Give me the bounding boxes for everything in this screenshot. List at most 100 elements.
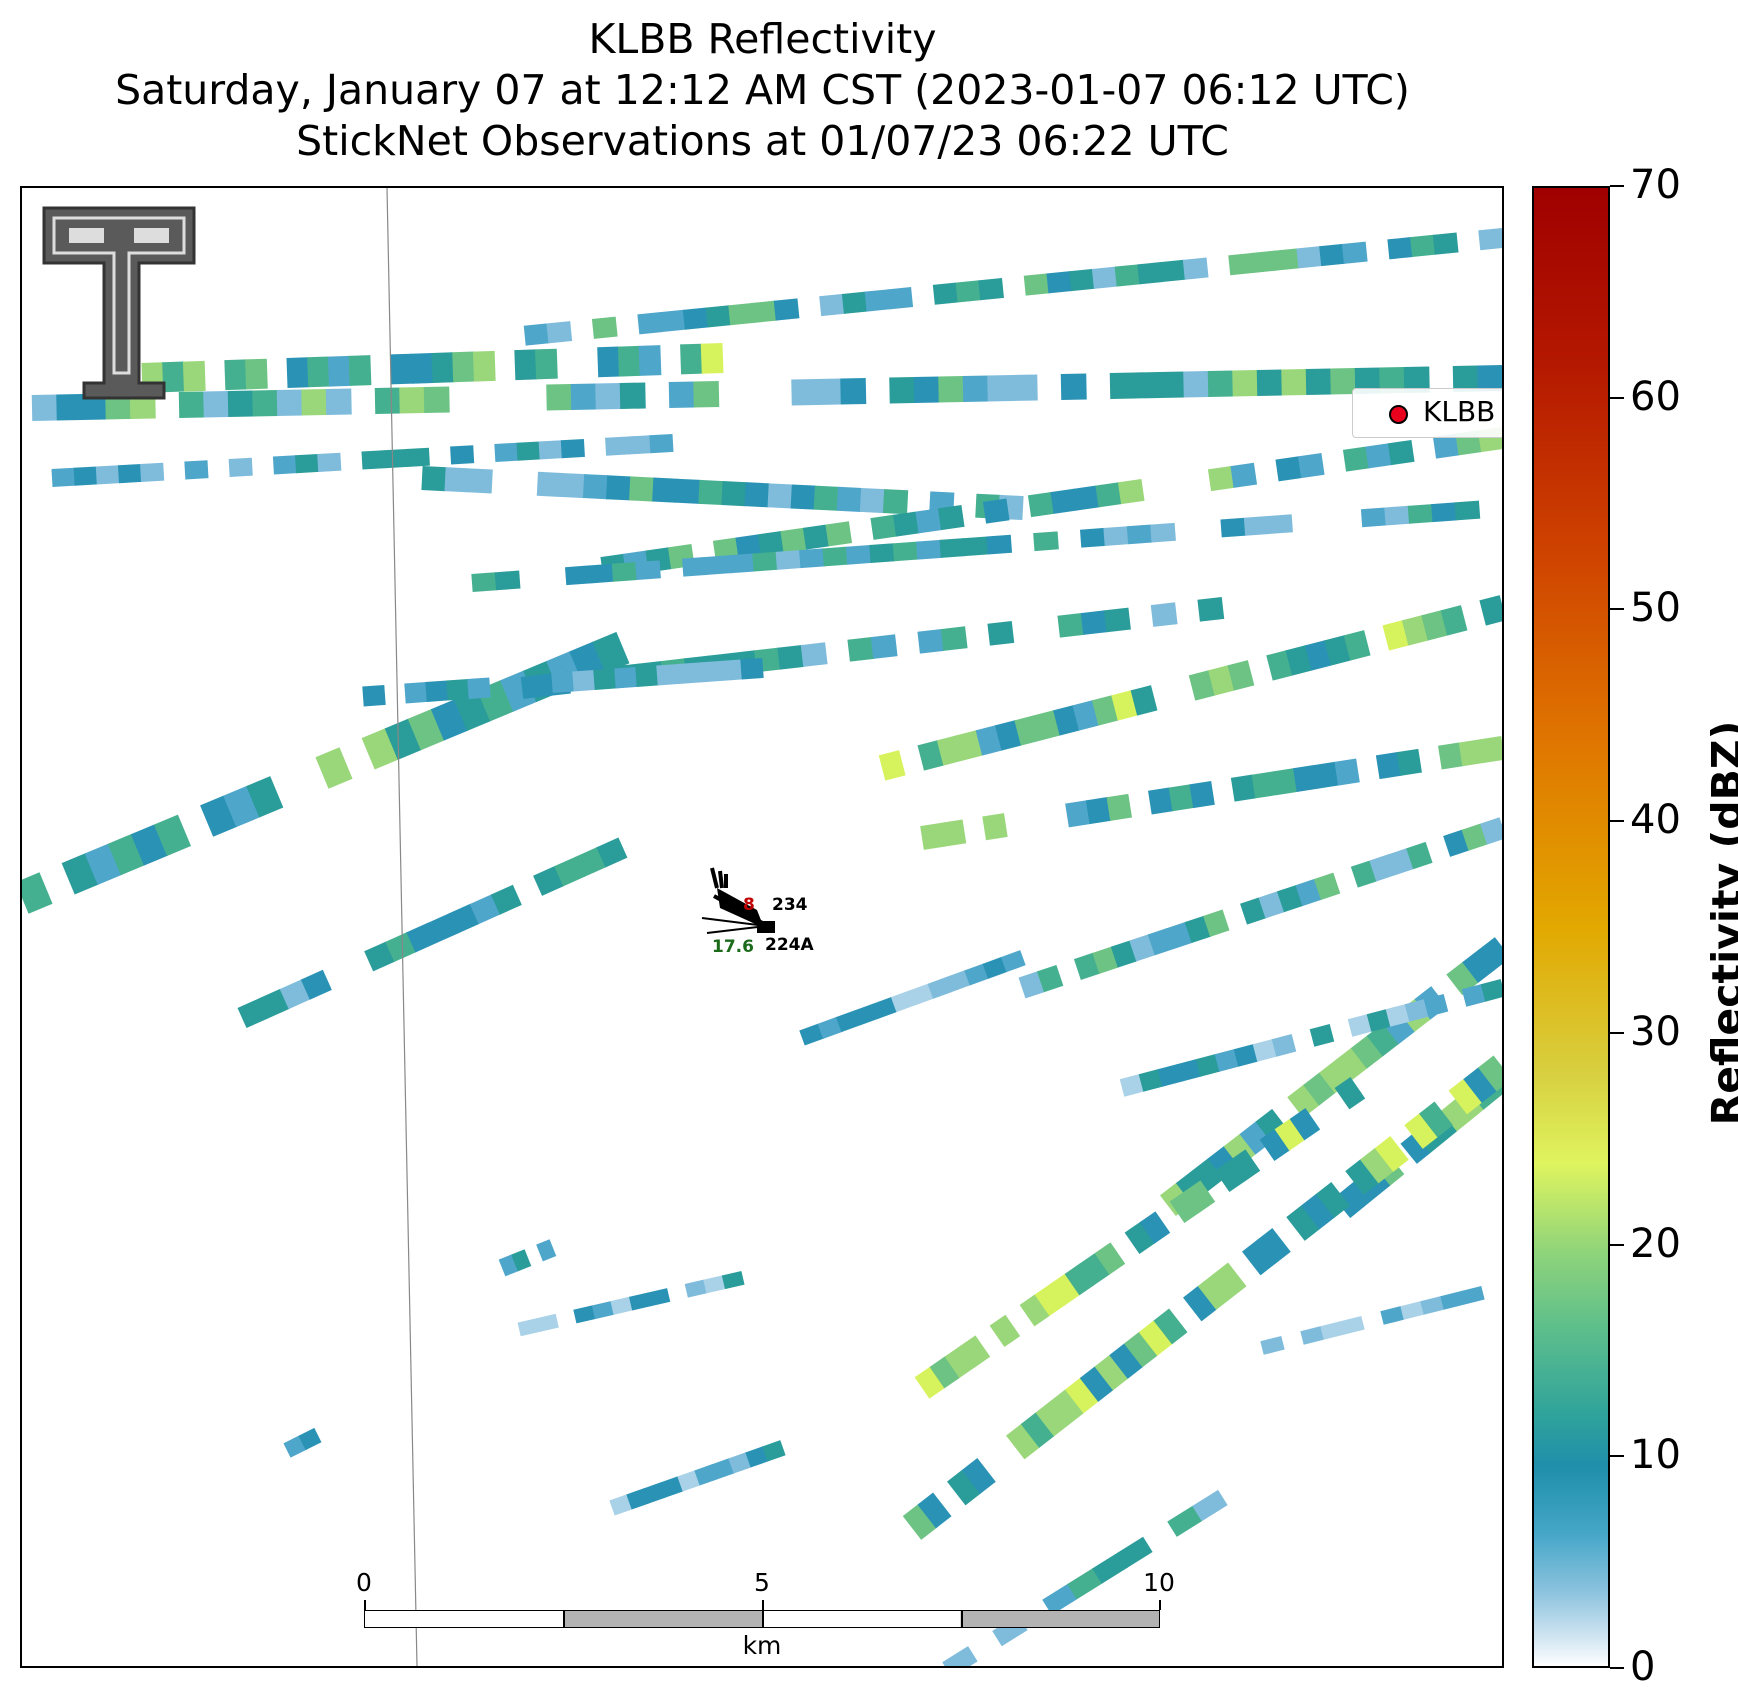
reflectivity-cell — [609, 1494, 633, 1516]
reflectivity-cell — [790, 484, 816, 510]
colorbar-tick-label: 30 — [1630, 1008, 1681, 1055]
reflectivity-cell — [564, 565, 591, 586]
legend-label: KLBB — [1423, 395, 1496, 428]
reflectivity-cell — [520, 674, 548, 699]
reflectivity-cell — [870, 514, 898, 540]
reflectivity-cell — [1365, 443, 1393, 469]
reflectivity-cell — [1137, 262, 1164, 285]
reflectivity-cell — [864, 289, 891, 312]
reflectivity-cell — [1019, 1294, 1051, 1327]
reflectivity-cell — [1252, 1039, 1278, 1062]
reflectivity-cell — [295, 453, 320, 474]
reflectivity-cell — [1214, 1049, 1240, 1072]
reflectivity-cell — [694, 1464, 718, 1486]
reflectivity-cell — [1117, 478, 1145, 505]
reflectivity-cell — [315, 747, 353, 789]
reflectivity-cell — [1404, 999, 1430, 1022]
reflectivity-cell — [446, 678, 470, 701]
reflectivity-cell — [626, 1488, 650, 1510]
radar-map[interactable]: 8 234 17.6 224A KLBB 0 5 10 km — [20, 186, 1504, 1668]
reflectivity-cell — [962, 536, 989, 557]
reflectivity-cell — [327, 355, 351, 387]
reflectivity-cell — [533, 865, 565, 896]
reflectivity-cell — [698, 660, 722, 683]
colorbar-tick-mark — [1610, 185, 1624, 187]
reflectivity-cell — [677, 662, 701, 684]
reflectivity-cell — [1286, 1205, 1321, 1241]
reflectivity-cell — [573, 1305, 596, 1324]
reflectivity-cell — [1256, 1228, 1291, 1264]
reflectivity-cell — [1374, 1136, 1409, 1172]
radar-reflectivity-layer — [22, 188, 1502, 1666]
reflectivity-cell — [390, 353, 413, 385]
reflectivity-cell — [427, 913, 459, 944]
reflectivity-cell — [431, 352, 455, 383]
reflectivity-cell — [596, 837, 628, 868]
reflectivity-cell — [762, 1440, 786, 1462]
reflectivity-cell — [1340, 1315, 1365, 1335]
reflectivity-cell — [675, 478, 701, 504]
reflectivity-cell — [1072, 700, 1100, 731]
reflectivity-cell — [452, 351, 475, 383]
reflectivity-cell — [1463, 1067, 1498, 1103]
reflectivity-cell — [1069, 268, 1095, 292]
reflectivity-cell — [617, 345, 641, 377]
reflectivity-cell — [227, 390, 254, 417]
reflectivity-cell — [1431, 502, 1457, 523]
reflectivity-cell — [915, 508, 943, 534]
reflectivity-cell — [721, 1270, 745, 1290]
reflectivity-cell — [1341, 241, 1368, 264]
reflectivity-cell — [1305, 368, 1332, 395]
reflectivity-cell — [536, 1313, 559, 1332]
colorbar-tick-mark — [1610, 1455, 1624, 1458]
reflectivity-cell — [1079, 1252, 1111, 1286]
reflectivity-cell — [1139, 1211, 1171, 1244]
reflectivity-cell — [752, 551, 778, 572]
reflectivity-cell — [1111, 690, 1139, 721]
reflectivity-cell — [1189, 780, 1215, 809]
reflectivity-cell — [570, 383, 597, 410]
station-label-234: 234 — [772, 895, 808, 915]
reflectivity-cell — [887, 287, 914, 310]
reflectivity-cell — [799, 548, 825, 569]
reflectivity-cell — [572, 669, 596, 692]
reflectivity-cell — [1109, 372, 1136, 399]
reflectivity-cell — [471, 572, 498, 592]
reflectivity-cell — [1448, 1078, 1483, 1115]
reflectivity-cell — [1258, 891, 1285, 919]
reflectivity-cell — [938, 375, 965, 403]
reflectivity-cell — [647, 1288, 671, 1307]
reflectivity-cell — [944, 1345, 976, 1379]
reflectivity-cell — [182, 360, 206, 392]
reflectivity-cell — [423, 386, 450, 413]
reflectivity-colorbar — [1532, 186, 1610, 1668]
reflectivity-cell — [444, 467, 470, 493]
reflectivity-cell — [1274, 1118, 1306, 1151]
reflectivity-cell — [854, 1003, 880, 1026]
reflectivity-cell — [947, 1469, 982, 1506]
reflectivity-cell — [780, 527, 808, 553]
reflectivity-cell — [1334, 1077, 1366, 1110]
reflectivity-cell — [1227, 660, 1255, 691]
reflectivity-cell — [1064, 1263, 1096, 1296]
reflectivity-cell — [591, 316, 618, 339]
reflectivity-cell — [1319, 243, 1345, 267]
reflectivity-cell — [682, 556, 708, 577]
colorbar-tick-label: 60 — [1630, 373, 1681, 420]
reflectivity-cell — [892, 511, 920, 537]
reflectivity-cell — [1239, 1121, 1273, 1155]
reflectivity-cell — [178, 391, 205, 418]
reflectivity-cell — [1158, 371, 1185, 398]
reflectivity-cell — [987, 374, 1014, 402]
reflectivity-cell — [1334, 758, 1360, 786]
reflectivity-cell — [1330, 367, 1357, 395]
reflectivity-cell — [1432, 433, 1460, 459]
reflectivity-cell — [279, 979, 311, 1010]
reflectivity-cell — [1192, 1489, 1228, 1522]
reflectivity-cell — [1407, 504, 1434, 524]
reflectivity-cell — [989, 1314, 1021, 1348]
reflectivity-cell — [1050, 488, 1078, 514]
reflectivity-cell — [847, 636, 875, 662]
reflectivity-cell — [872, 996, 898, 1019]
reflectivity-cell — [1167, 1505, 1203, 1537]
